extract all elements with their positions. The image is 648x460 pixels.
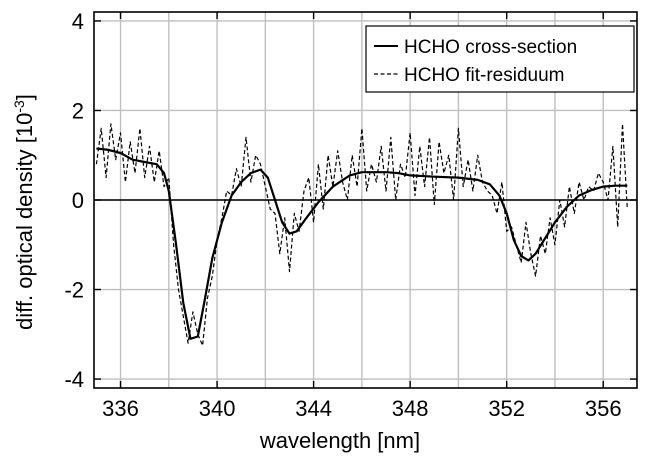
- series-line-cross-section: [96, 147, 628, 340]
- tick-labels: 336 340 344 348 352 356 -4 -2 0 2 4: [64, 9, 621, 421]
- x-tick-label: 340: [199, 396, 236, 421]
- x-axis-label: wavelength [nm]: [259, 428, 420, 453]
- x-tick-label: 344: [295, 396, 332, 421]
- y-axis-label-main: diff. optical density [10: [12, 113, 37, 330]
- y-tick-label: 2: [72, 98, 84, 123]
- y-tick-label: -2: [64, 278, 84, 303]
- x-tick-label: 336: [102, 396, 139, 421]
- y-axis-label-exponent: -3: [11, 100, 27, 113]
- ticks: [94, 12, 637, 388]
- x-tick-label: 348: [392, 396, 429, 421]
- legend-label-cross-section: HCHO cross-section: [404, 37, 577, 58]
- x-tick-label: 352: [488, 396, 525, 421]
- y-tick-label: 4: [72, 9, 84, 34]
- y-axis-label-close: ]: [12, 94, 37, 100]
- legend-label-fit-residuum: HCHO fit-residuum: [404, 65, 564, 86]
- legend-box: [365, 25, 635, 93]
- y-tick-label: -4: [64, 367, 84, 392]
- x-tick-label: 356: [585, 396, 622, 421]
- legend: HCHO cross-section HCHO fit-residuum: [365, 25, 635, 93]
- y-axis-label: diff. optical density [10-3]: [11, 94, 37, 330]
- series-layer: [95, 123, 628, 347]
- y-tick-label: 0: [72, 188, 84, 213]
